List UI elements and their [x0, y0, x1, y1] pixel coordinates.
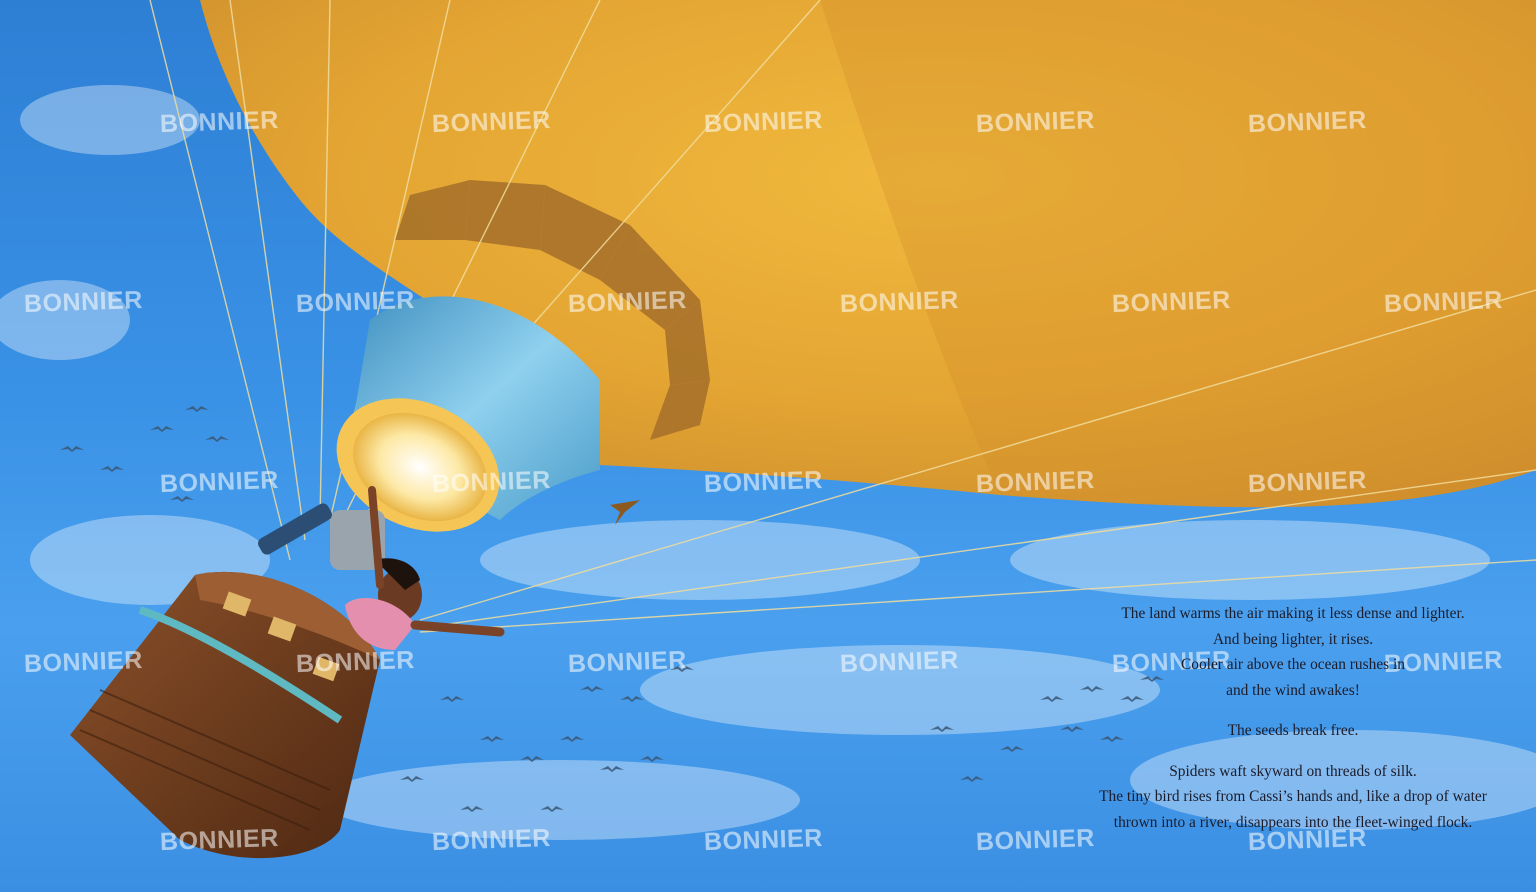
story-line: The tiny bird rises from Cassi’s hands a… — [1099, 788, 1487, 805]
story-line: Spiders waft skyward on threads of silk. — [1169, 762, 1417, 780]
story-line: The land warms the air making it less de… — [1121, 605, 1465, 622]
balloon-mouth-panels — [395, 180, 710, 440]
story-text-block: The land warms the air making it less de… — [1070, 601, 1516, 850]
story-line: And being lighter, it rises. — [1212, 630, 1374, 648]
story-line: The seeds break free. — [1227, 722, 1359, 739]
story-paragraph-3: Spiders waft skyward on threads of silk.… — [1070, 759, 1516, 836]
swallow-bird — [610, 500, 640, 525]
story-paragraph-1: The land warms the air making it less de… — [1070, 601, 1516, 703]
story-paragraph-2: The seeds break free. — [1070, 718, 1516, 744]
clouds — [0, 85, 1536, 840]
girl-cassi — [345, 486, 505, 650]
burner-frame — [258, 503, 385, 570]
story-line: Cooler air above the ocean rushes in — [1181, 656, 1405, 673]
bird-flock — [60, 406, 1164, 812]
story-line: and the wind awakes! — [1226, 681, 1360, 699]
balloon-shading — [820, 0, 1536, 508]
burner-flame — [353, 412, 487, 522]
story-line: thrown into a river, disappears into the… — [1113, 813, 1473, 831]
balloon-basket — [70, 571, 380, 859]
